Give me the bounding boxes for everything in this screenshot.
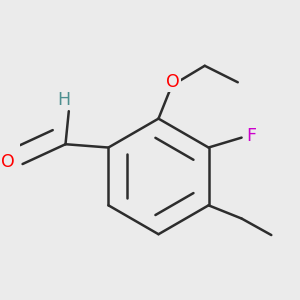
Text: H: H <box>57 91 70 109</box>
Text: O: O <box>167 73 180 91</box>
Text: O: O <box>1 153 15 171</box>
Text: F: F <box>247 127 256 145</box>
